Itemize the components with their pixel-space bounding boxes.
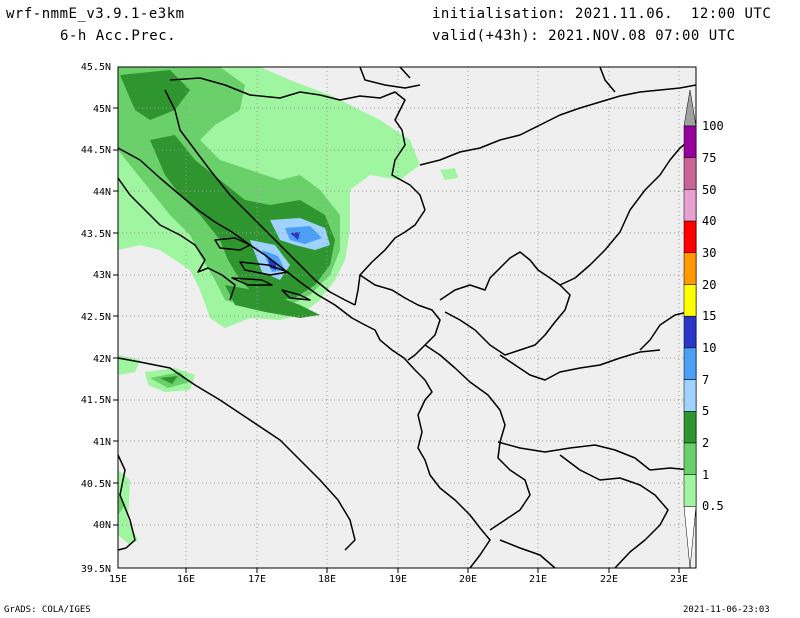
model-name: wrf-nmmE_v3.9.1-e3km [6, 6, 185, 22]
grid-lines [118, 67, 696, 568]
colorbar-label: 15 [702, 309, 716, 323]
lat-label: 41.5N [81, 395, 111, 406]
coastlines-borders [117, 66, 697, 569]
lat-label: 40N [93, 520, 111, 531]
colorbar-label: 1 [702, 468, 709, 482]
colorbar-label: 75 [702, 151, 716, 165]
colorbar-label: 50 [702, 183, 716, 197]
colorbar-label: 10 [702, 341, 716, 355]
lat-label: 43.5N [81, 229, 111, 240]
colorbar-label: 5 [702, 404, 709, 418]
lat-label: 39.5N [81, 564, 111, 575]
footer-credit: GrADS: COLA/IGES [4, 605, 91, 615]
lon-label: 21E [529, 574, 547, 585]
lat-label: 44N [93, 187, 111, 198]
colorbar-label: 100 [702, 119, 724, 133]
lat-label: 45.5N [81, 62, 111, 73]
axis-ticks [113, 107, 680, 573]
latitude-labels: 45.5N 45N 44.5N 44N 43.5N 43N 42.5N 42N … [81, 62, 111, 575]
lat-label: 41N [93, 437, 111, 448]
colorbar-labels: 0.5 1 2 5 7 10 15 20 30 40 50 75 100 [702, 119, 724, 513]
lon-label: 16E [177, 574, 195, 585]
colorbar-label: 40 [702, 214, 716, 228]
colorbar-label: 2 [702, 436, 709, 450]
lat-label: 42.5N [81, 312, 111, 323]
footer-timestamp: 2021-11-06-23:03 [683, 605, 770, 615]
lon-label: 23E [670, 574, 688, 585]
valid-time: valid(+43h): 2021.NOV.08 07:00 UTC [432, 28, 736, 44]
colorbar-label: 0.5 [702, 499, 724, 513]
init-time: initialisation: 2021.11.06. 12:00 UTC [432, 6, 772, 22]
colorbar-label: 20 [702, 278, 716, 292]
longitude-labels: 15E 16E 17E 18E 19E 20E 21E 22E 23E [109, 574, 688, 585]
lon-label: 17E [248, 574, 266, 585]
lon-label: 18E [318, 574, 336, 585]
colorbar-under-triangle [683, 506, 697, 569]
lon-label: 20E [459, 574, 477, 585]
lat-label: 40.5N [81, 479, 111, 490]
lon-label: 22E [600, 574, 618, 585]
lat-label: 44.5N [81, 145, 111, 156]
lat-label: 43N [93, 270, 111, 281]
field-name: 6-h Acc.Prec. [60, 28, 177, 44]
lat-label: 42N [93, 354, 111, 365]
lat-label: 45N [93, 104, 111, 115]
colorbar-label: 7 [702, 373, 709, 387]
lon-label: 19E [389, 574, 407, 585]
colorbar [683, 89, 697, 569]
colorbar-label: 30 [702, 246, 716, 260]
lon-label: 15E [109, 574, 127, 585]
